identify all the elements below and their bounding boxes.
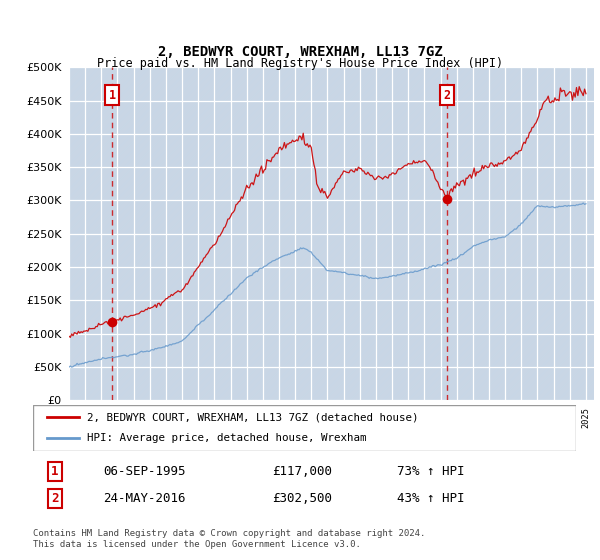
Text: 2, BEDWYR COURT, WREXHAM, LL13 7GZ (detached house): 2, BEDWYR COURT, WREXHAM, LL13 7GZ (deta… (88, 412, 419, 422)
Text: £117,000: £117,000 (272, 465, 332, 478)
Text: 73% ↑ HPI: 73% ↑ HPI (397, 465, 464, 478)
Text: 1: 1 (51, 465, 58, 478)
FancyBboxPatch shape (33, 405, 576, 451)
Text: 06-SEP-1995: 06-SEP-1995 (104, 465, 186, 478)
Text: Contains HM Land Registry data © Crown copyright and database right 2024.
This d: Contains HM Land Registry data © Crown c… (33, 529, 425, 549)
Text: 24-MAY-2016: 24-MAY-2016 (104, 492, 186, 505)
Text: 2, BEDWYR COURT, WREXHAM, LL13 7GZ: 2, BEDWYR COURT, WREXHAM, LL13 7GZ (158, 45, 442, 59)
Text: 2: 2 (51, 492, 58, 505)
Text: Price paid vs. HM Land Registry's House Price Index (HPI): Price paid vs. HM Land Registry's House … (97, 57, 503, 70)
Text: £302,500: £302,500 (272, 492, 332, 505)
Text: 2: 2 (443, 88, 451, 102)
Text: HPI: Average price, detached house, Wrexham: HPI: Average price, detached house, Wrex… (88, 433, 367, 444)
Text: 1: 1 (109, 88, 116, 102)
Text: 43% ↑ HPI: 43% ↑ HPI (397, 492, 464, 505)
